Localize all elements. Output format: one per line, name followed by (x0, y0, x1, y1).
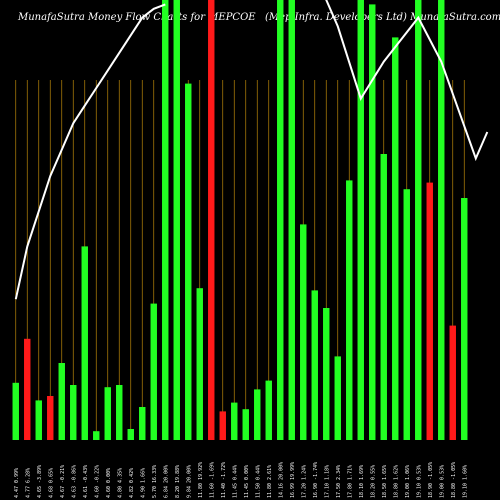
bar (449, 325, 456, 440)
bar (162, 0, 169, 440)
x-tick-label: 4.77 6.28% (25, 468, 31, 498)
bar (426, 182, 433, 440)
x-tick-label: 19.10 0.53% (416, 465, 422, 498)
bar (300, 224, 307, 440)
bar (438, 0, 445, 440)
x-tick-label: 18.50 1.65% (382, 465, 388, 498)
bar (116, 385, 123, 440)
x-tick-label: 17.80 1.71% (347, 465, 353, 498)
x-tick-label: 11.80 2.61% (267, 465, 273, 498)
x-tick-label: 4.82 0.42% (129, 468, 135, 498)
x-tick-label: 6.84 20.00% (163, 465, 169, 498)
x-tick-label: 4.65 -3.89% (37, 465, 43, 498)
x-tick-label: 18.10 1.69% (359, 465, 365, 498)
bar (12, 382, 19, 440)
x-tick-label: 18.20 0.55% (370, 465, 376, 498)
bar (265, 380, 272, 440)
bar (346, 180, 353, 440)
x-tick-label: 19.00 1.06% (405, 465, 411, 498)
x-tick-label: 19.00 0.53% (439, 465, 445, 498)
bar (196, 288, 203, 440)
bar (219, 411, 226, 440)
bar (277, 0, 284, 440)
bar (380, 154, 387, 440)
bar (415, 0, 422, 440)
bar (208, 0, 215, 440)
x-tick-labels: 4.47 0.99% 4.77 6.28% 4.65 -3.89% 4.68 0.65… (14, 462, 469, 498)
line-series (14, 0, 489, 300)
chart-title-right: (Mep Infra. Developers Ltd) MunafaSutra.… (265, 12, 500, 23)
x-tick-label: 11.80 19.92% (198, 462, 204, 498)
bar (242, 409, 249, 440)
x-tick-label: 14.16 20.00% (278, 462, 284, 498)
chart-title-left: MunafaSutra Money Flow Charts for MEPCOE (17, 12, 256, 23)
x-tick-label: 4.90 1.66% (140, 468, 146, 498)
price-line (14, 3, 166, 300)
x-tick-label: 4.60 0.00% (106, 468, 112, 498)
bar (93, 431, 100, 440)
x-tick-label: 17.50 2.34% (336, 465, 342, 498)
x-tick-label: 16.90 -1.74% (313, 462, 319, 498)
bar (288, 0, 295, 440)
bar (231, 402, 238, 440)
x-tick-label: 9.84 20.00% (186, 465, 192, 498)
x-tick-label: 16.99 19.99% (290, 462, 296, 498)
price-line (325, 0, 489, 162)
x-tick-label: 11.45 0.44% (232, 465, 238, 498)
x-tick-label: 11.45 0.00% (244, 465, 250, 498)
x-tick-label: 8.20 19.88% (175, 465, 181, 498)
x-tick-label: 4.80 4.35% (117, 468, 123, 498)
bar (81, 246, 88, 440)
bar (461, 198, 468, 440)
bar (334, 356, 341, 440)
bar (104, 387, 111, 440)
x-tick-label: 17.10 1.18% (324, 465, 330, 498)
bar (311, 290, 318, 440)
bar (35, 400, 42, 440)
x-tick-label: 4.67 -0.21% (60, 465, 66, 498)
bar (254, 389, 261, 440)
bar (369, 4, 376, 441)
bar (323, 308, 330, 440)
bar (403, 189, 410, 440)
x-tick-label: 19.10 1.60% (462, 465, 468, 498)
x-tick-label: 17.20 1.24% (301, 465, 307, 498)
x-tick-label: 5.70 16.33% (152, 465, 158, 498)
x-tick-label: 11.50 0.44% (255, 465, 261, 498)
bar (24, 338, 31, 440)
x-tick-label: 4.47 0.99% (14, 468, 20, 498)
bar-series (12, 0, 468, 441)
x-tick-label: 18.80 1.62% (393, 465, 399, 498)
x-tick-label: 11.60 -1.69% (209, 462, 215, 498)
bar (173, 0, 180, 440)
bar (70, 385, 77, 440)
x-tick-label: 18.80 -1.05% (451, 462, 457, 498)
bar (58, 363, 65, 440)
bar (357, 0, 364, 440)
bar (150, 303, 157, 440)
bar (392, 37, 399, 441)
x-tick-label: 4.68 0.65% (48, 468, 54, 498)
x-tick-label: 18.90 -1.05% (428, 462, 434, 498)
x-tick-label: 4.60 -0.22% (94, 465, 100, 498)
x-tick-label: 11.40 -1.72% (221, 462, 227, 498)
x-tick-label: 4.61 -0.43% (83, 465, 89, 498)
bar (139, 407, 146, 440)
bar (185, 83, 192, 440)
x-tick-label: 4.63 -0.86% (71, 465, 77, 498)
bar (47, 396, 54, 440)
bar (127, 429, 134, 440)
